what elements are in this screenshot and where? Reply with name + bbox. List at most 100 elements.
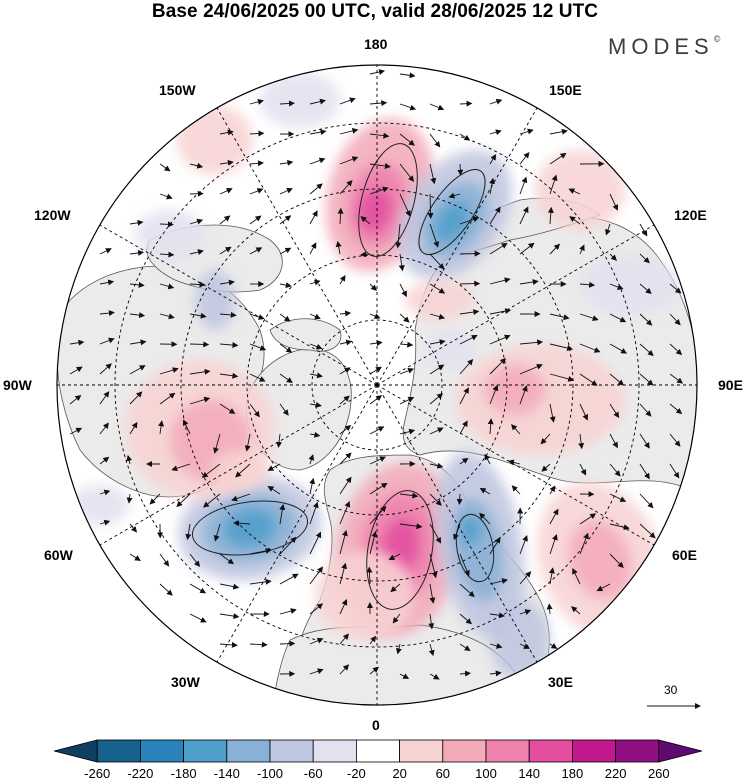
wind-vector (609, 313, 627, 323)
wind-vector (249, 373, 266, 382)
wind-vector (579, 513, 597, 525)
wind-vector (572, 568, 581, 585)
wind-vector (149, 493, 161, 505)
wind-vector (429, 553, 438, 579)
wind-vector (609, 433, 618, 449)
wind-vector (339, 97, 356, 105)
wind-vector (456, 493, 463, 506)
wind-vector (489, 242, 508, 255)
wind-vector (219, 187, 233, 195)
wind-vector (399, 367, 415, 375)
meridian-line (376, 224, 655, 386)
wind-vector (159, 163, 171, 172)
wind-vector (339, 424, 352, 435)
wind-vector (233, 520, 251, 527)
wind-vector (519, 571, 532, 585)
wind-vector (609, 403, 620, 419)
meridian-line (376, 107, 538, 386)
wind-vector (360, 251, 371, 258)
anomaly-region (177, 105, 253, 175)
wind-vector (571, 606, 581, 615)
wind-vector (399, 428, 416, 435)
wind-vector (159, 313, 175, 320)
wind-vector (392, 613, 401, 624)
wind-vector (639, 373, 654, 386)
wind-vector (669, 283, 682, 294)
wind-vector (519, 206, 529, 225)
wind-vector (369, 456, 386, 465)
wind-vector (99, 519, 111, 526)
wind-vector (249, 403, 260, 418)
wind-vector (639, 223, 648, 237)
wind-vector (579, 281, 596, 288)
wind-vector (369, 283, 377, 291)
wind-vector (489, 98, 503, 105)
anomaly-region (405, 280, 475, 320)
wind-vector (339, 562, 348, 585)
wind-vector (489, 334, 511, 345)
wind-vector (579, 313, 599, 322)
wind-vector (309, 210, 318, 225)
wind-vector (309, 477, 316, 495)
colorbar-swatch (183, 739, 228, 763)
wind-vector (189, 396, 211, 405)
wind-vector (390, 583, 401, 593)
wind-vector (489, 129, 502, 136)
wind-vector (399, 492, 419, 499)
wind-vector (244, 433, 251, 452)
wind-vector (429, 393, 444, 405)
wind-vector (276, 433, 283, 448)
reference-vector-label: 30 (664, 683, 678, 697)
wind-vector (669, 373, 684, 384)
wind-vector (448, 192, 461, 199)
wind-vector (609, 193, 619, 211)
wind-vector (639, 313, 653, 326)
wind-vector (395, 643, 402, 655)
wind-vector (309, 313, 321, 320)
wind-vector (579, 373, 598, 386)
wind-vector (309, 372, 323, 379)
wind-vector (639, 463, 650, 480)
wind-vector (189, 312, 207, 319)
wind-vector (279, 100, 296, 107)
wind-vector (339, 452, 352, 465)
wind-vector (69, 366, 83, 375)
wind-vector (487, 418, 494, 435)
wind-vector (279, 343, 293, 353)
wind-vector (267, 485, 281, 495)
wind-vector (279, 640, 296, 647)
wind-vector (249, 188, 264, 195)
flow-contour (455, 513, 495, 583)
wind-vector (279, 215, 292, 225)
wind-vector (309, 431, 321, 438)
latitude-circle (180, 188, 574, 582)
brand-mark: © (713, 33, 721, 44)
wind-vector (549, 373, 575, 382)
wind-vector (369, 366, 382, 375)
wind-vector (189, 583, 207, 594)
wind-vector (429, 339, 446, 346)
lon-label-30e: 30E (548, 674, 573, 690)
colorbar-tick-label: -100 (256, 766, 284, 781)
wind-vector (171, 463, 191, 472)
wind-vector (309, 157, 326, 165)
wind-vector (309, 401, 322, 408)
wind-vector (541, 463, 551, 472)
wind-vector (549, 128, 568, 135)
wind-vector-layer (69, 69, 684, 680)
colorbar-tick-label: -20 (346, 766, 366, 781)
wind-vector (129, 339, 147, 346)
wind-vector (309, 343, 323, 350)
colorbar-tick-label: 220 (604, 766, 627, 781)
meridian-line (216, 384, 378, 663)
wind-vector (249, 247, 263, 255)
wind-vector (279, 159, 294, 166)
wind-vector (369, 395, 383, 405)
wind-vector (335, 240, 342, 255)
wind-vector (159, 193, 173, 200)
wind-vector (279, 573, 299, 585)
wind-vector (339, 275, 346, 285)
wind-vector (399, 72, 416, 79)
wind-vector (459, 280, 481, 287)
wind-vector (219, 641, 238, 648)
